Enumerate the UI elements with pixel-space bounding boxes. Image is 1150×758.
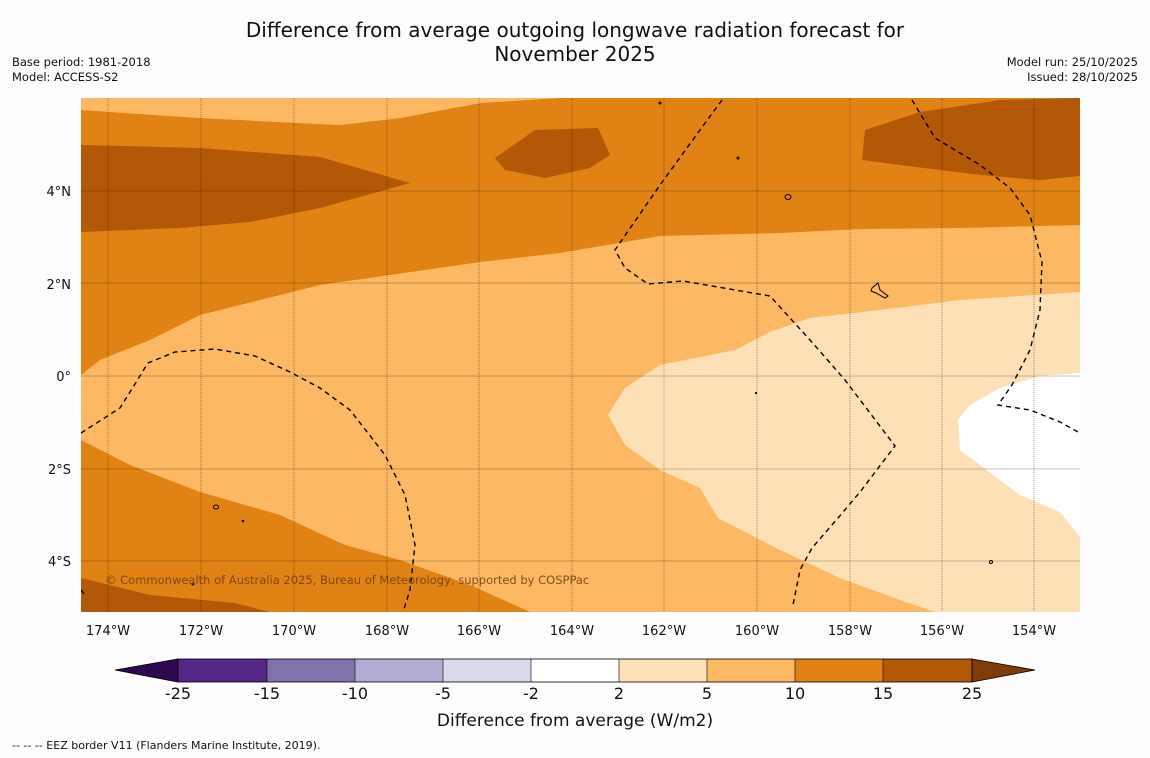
colorbar-extend-high	[971, 658, 1036, 683]
colorbar-tick: 2	[614, 684, 624, 703]
longitude-labels: 174°W 172°W 170°W 168°W 166°W 164°W 162°…	[86, 624, 1056, 639]
colorbar-tick: -5	[435, 684, 451, 703]
lon-label: 174°W	[86, 624, 130, 639]
lat-label: 4°N	[47, 185, 72, 200]
lon-label: 172°W	[179, 624, 223, 639]
eez-border-central	[614, 99, 896, 606]
model-name: Model: ACCESS-S2	[12, 70, 119, 84]
lon-label: 158°W	[828, 624, 872, 639]
anomaly-10-15-south	[81, 440, 530, 612]
eez-borders	[81, 99, 1079, 612]
colorbar-ticks: -25 -15 -10 -5 -2 2 5 10 15 25	[165, 684, 982, 703]
colorbar-segment	[795, 659, 883, 682]
lon-label: 160°W	[735, 624, 779, 639]
anomaly-15-25-west	[81, 145, 410, 232]
issued-date: Issued: 28/10/2025	[1027, 70, 1138, 84]
colorbar-tick: 15	[873, 684, 893, 703]
colorbar-dividers	[266, 659, 884, 682]
lon-label: 154°W	[1012, 624, 1056, 639]
island	[736, 156, 740, 160]
colorbar-tick: 10	[785, 684, 805, 703]
island	[191, 582, 195, 586]
lat-label: 2°S	[48, 463, 71, 478]
meta-left: Base period: 1981-2018 Model: ACCESS-S2	[12, 55, 151, 85]
colorbar-segment	[178, 659, 267, 682]
colorbar-segment	[443, 659, 531, 682]
colorbar-segment	[707, 659, 795, 682]
lon-label: 170°W	[272, 624, 316, 639]
copyright-notice: © Commonwealth of Australia 2025, Bureau…	[105, 573, 589, 587]
anomaly-2-5-region	[608, 292, 1080, 612]
anomaly-5-10-top-strip	[81, 98, 560, 125]
island	[870, 282, 889, 299]
colorbar-segment	[355, 659, 443, 682]
lon-label: 162°W	[642, 624, 686, 639]
lat-label: 4°S	[48, 555, 71, 570]
eez-border-west	[81, 348, 416, 612]
island	[784, 194, 792, 200]
latitude-labels: 4°N 2°N 0° 2°S 4°S	[47, 185, 72, 570]
map-title: Difference from average outgoing longwav…	[0, 18, 1150, 66]
eez-border-sw-corner	[81, 589, 87, 597]
meta-right: Model run: 25/10/2025 Issued: 28/10/2025	[1007, 55, 1138, 85]
title-line-2: November 2025	[494, 42, 656, 66]
islands	[191, 101, 993, 586]
lon-label: 168°W	[365, 624, 409, 639]
colorbar-extend-low	[114, 658, 179, 683]
anomaly-15-25-centre	[495, 128, 610, 178]
island	[989, 560, 993, 564]
anomaly-15-25-southwest	[81, 578, 270, 612]
island	[213, 504, 219, 510]
title-line-1: Difference from average outgoing longwav…	[245, 18, 905, 42]
island	[241, 519, 245, 523]
colorbar-segment	[267, 659, 355, 682]
model-run: Model run: 25/10/2025	[1006, 55, 1138, 69]
anomaly-neutral-region	[958, 373, 1080, 537]
colorbar-tick: 5	[702, 684, 712, 703]
colorbar-tick: -10	[342, 684, 368, 703]
island	[658, 101, 662, 105]
lat-label: 0°	[56, 370, 71, 385]
eez-border-east	[911, 99, 1079, 433]
lon-label: 166°W	[457, 624, 501, 639]
lon-label: 164°W	[550, 624, 594, 639]
colorbar-tick: -15	[254, 684, 280, 703]
colorbar-segment	[531, 659, 619, 682]
colorbar-tick: -2	[523, 684, 539, 703]
lat-label: 2°N	[47, 278, 72, 293]
colorbar-outline	[177, 658, 973, 683]
graticule	[81, 98, 1080, 612]
colorbar-segment	[883, 659, 972, 682]
colorbar-segment	[619, 659, 707, 682]
colorbar: -25 -15 -10 -5 -2 2 5 10 15 25 Differenc…	[114, 658, 1036, 731]
base-period: Base period: 1981-2018	[12, 55, 151, 69]
lon-label: 156°W	[920, 624, 964, 639]
eez-footnote: -- -- -- EEZ border V11 (Flanders Marine…	[12, 739, 321, 752]
colorbar-tick: 25	[962, 684, 982, 703]
island	[754, 391, 758, 395]
anomaly-15-25-east	[862, 98, 1080, 180]
colorbar-title: Difference from average (W/m2)	[437, 711, 713, 731]
colorbar-tick: -25	[165, 684, 191, 703]
map-area: © Commonwealth of Australia 2025, Bureau…	[81, 98, 1080, 612]
